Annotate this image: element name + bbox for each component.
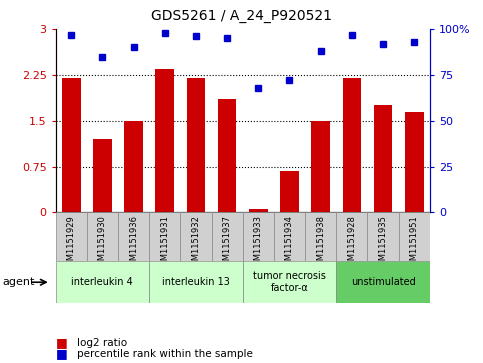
Text: GSM1151931: GSM1151931 xyxy=(160,215,169,271)
Text: tumor necrosis
factor-α: tumor necrosis factor-α xyxy=(253,272,326,293)
Text: GSM1151938: GSM1151938 xyxy=(316,215,325,271)
Text: interleukin 4: interleukin 4 xyxy=(71,277,133,287)
Text: ■: ■ xyxy=(56,337,67,350)
Text: GSM1151935: GSM1151935 xyxy=(379,215,387,271)
Text: percentile rank within the sample: percentile rank within the sample xyxy=(77,349,253,359)
Bar xyxy=(156,69,174,212)
Bar xyxy=(56,212,87,261)
Bar xyxy=(87,212,118,261)
Bar xyxy=(280,171,299,212)
Text: unstimulated: unstimulated xyxy=(351,277,415,287)
Text: GSM1151930: GSM1151930 xyxy=(98,215,107,271)
Text: GSM1151933: GSM1151933 xyxy=(254,215,263,271)
Text: GSM1151951: GSM1151951 xyxy=(410,215,419,270)
Bar xyxy=(336,212,368,261)
Bar xyxy=(149,212,180,261)
Bar xyxy=(368,212,398,261)
Bar xyxy=(374,105,392,212)
Bar xyxy=(398,212,430,261)
Bar xyxy=(405,111,424,212)
Bar xyxy=(242,261,336,303)
Bar xyxy=(62,78,81,212)
Text: agent: agent xyxy=(2,277,35,287)
Bar xyxy=(180,212,212,261)
Bar xyxy=(212,212,242,261)
Text: GSM1151929: GSM1151929 xyxy=(67,215,76,270)
Bar xyxy=(274,212,305,261)
Text: ■: ■ xyxy=(56,347,67,360)
Text: GSM1151934: GSM1151934 xyxy=(285,215,294,271)
Bar xyxy=(186,78,205,212)
Text: GSM1151937: GSM1151937 xyxy=(223,215,232,271)
Bar xyxy=(312,121,330,212)
Text: GDS5261 / A_24_P920521: GDS5261 / A_24_P920521 xyxy=(151,9,332,23)
Bar xyxy=(305,212,336,261)
Text: GSM1151932: GSM1151932 xyxy=(191,215,200,271)
Text: log2 ratio: log2 ratio xyxy=(77,338,128,348)
Bar xyxy=(93,139,112,212)
Text: interleukin 13: interleukin 13 xyxy=(162,277,230,287)
Bar xyxy=(342,78,361,212)
Text: GSM1151928: GSM1151928 xyxy=(347,215,356,271)
Bar xyxy=(149,261,242,303)
Bar xyxy=(118,212,149,261)
Bar xyxy=(218,99,237,212)
Bar xyxy=(56,261,149,303)
Bar xyxy=(249,209,268,212)
Bar xyxy=(124,121,143,212)
Text: GSM1151936: GSM1151936 xyxy=(129,215,138,271)
Bar xyxy=(242,212,274,261)
Bar xyxy=(336,261,430,303)
